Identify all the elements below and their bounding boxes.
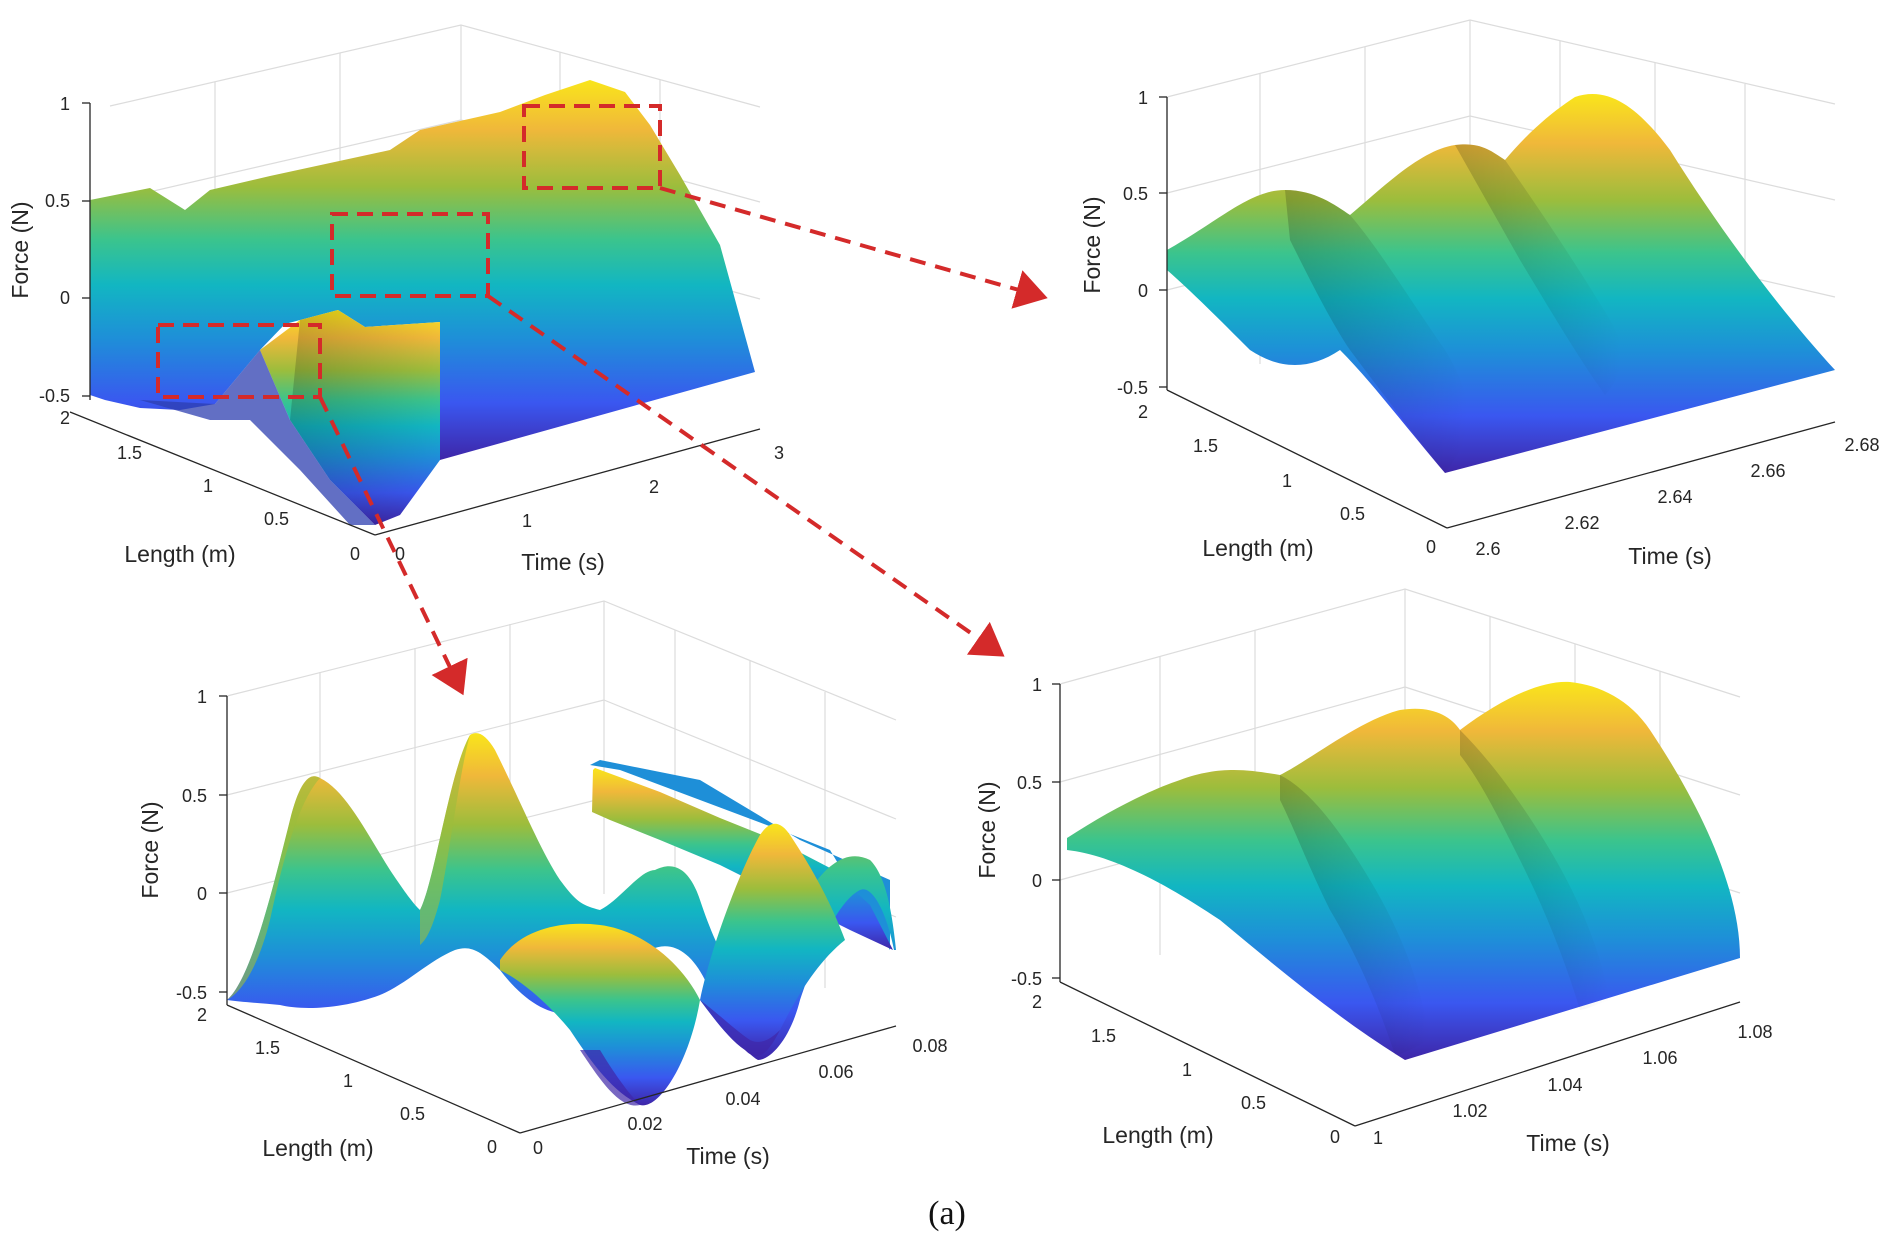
- x-tick: 3: [774, 443, 784, 463]
- x-tick: 2.62: [1564, 513, 1599, 533]
- x-tick: 1.06: [1642, 1048, 1677, 1068]
- surface-bottom-right: [1067, 681, 1740, 1060]
- surface-top-left: [90, 80, 755, 525]
- x-tick: 1.02: [1452, 1101, 1487, 1121]
- z-tick: 1: [197, 687, 207, 707]
- surface-top-right: [1167, 93, 1835, 474]
- z-axis-label: Force (N): [1079, 196, 1105, 293]
- y-axis-label: Length (m): [124, 541, 235, 567]
- y-tick: 0: [350, 544, 360, 564]
- x-tick: 0.04: [725, 1089, 760, 1109]
- y-tick: 0.5: [1340, 504, 1365, 524]
- axes-bottom-left: [219, 695, 897, 1134]
- y-tick: 1.5: [255, 1038, 280, 1058]
- y-tick: 2: [1138, 402, 1148, 422]
- x-tick: 1.04: [1547, 1075, 1582, 1095]
- zoom-box-middle: [330, 212, 490, 298]
- y-tick: 1.5: [1193, 436, 1218, 456]
- x-tick: 2.64: [1657, 487, 1692, 507]
- y-tick: 2: [60, 408, 70, 428]
- z-tick: -0.5: [1117, 378, 1148, 398]
- axes-bottom-right: [1052, 683, 1741, 1127]
- z-tick: 0.5: [1123, 184, 1148, 204]
- panel-bottom-left: 1 0.5 0 -0.5 2 1.5 1 0.5 0 0 0.02 0.04 0…: [137, 600, 948, 1169]
- z-tick: 0.5: [1017, 773, 1042, 793]
- y-tick: 0: [1426, 537, 1436, 557]
- x-tick: 2: [649, 477, 659, 497]
- z-tick: -0.5: [39, 386, 70, 406]
- x-tick: 0: [533, 1138, 543, 1158]
- zoom-arrow-early: [318, 396, 468, 696]
- zoom-box-early: [156, 323, 322, 399]
- x-axis-label: Time (s): [686, 1143, 769, 1169]
- z-tick: 0: [1138, 281, 1148, 301]
- y-tick: 1.5: [1091, 1026, 1116, 1046]
- z-axis-label: Force (N): [7, 201, 33, 298]
- panel-top-left: 1 0.5 0 -0.5 2 1.5 1 0.5 0 0 1 2 3 Force…: [7, 24, 784, 575]
- zoom-box-late: [522, 104, 662, 190]
- x-tick: 0.06: [818, 1062, 853, 1082]
- z-tick: 1: [60, 94, 70, 114]
- y-tick: 1.5: [117, 443, 142, 463]
- z-tick: 0: [197, 884, 207, 904]
- x-tick: 0.08: [912, 1036, 947, 1056]
- y-tick: 0: [487, 1137, 497, 1157]
- y-axis-label: Length (m): [262, 1135, 373, 1161]
- x-tick: 0.02: [627, 1114, 662, 1134]
- z-tick: 1: [1032, 675, 1042, 695]
- y-tick: 0: [1330, 1127, 1340, 1147]
- y-tick: 2: [197, 1005, 207, 1025]
- panel-top-right: 1 0.5 0 -0.5 2 1.5 1 0.5 0 2.6 2.62 2.64…: [1079, 19, 1880, 569]
- figure-caption: (a): [928, 1195, 966, 1232]
- y-tick: 1: [203, 476, 213, 496]
- z-axis-label: Force (N): [974, 781, 1000, 878]
- y-tick: 1: [1182, 1060, 1192, 1080]
- x-axis-label: Time (s): [1628, 543, 1711, 569]
- z-axis-label: Force (N): [137, 801, 163, 898]
- zoom-arrow-late: [659, 186, 1048, 309]
- x-tick: 1: [522, 511, 532, 531]
- z-tick: 0: [60, 288, 70, 308]
- x-axis-label: Time (s): [521, 549, 604, 575]
- x-axis-label: Time (s): [1526, 1130, 1609, 1156]
- y-tick: 0.5: [1241, 1093, 1266, 1113]
- y-tick: 1: [343, 1071, 353, 1091]
- z-tick: 0: [1032, 871, 1042, 891]
- x-tick: 2.6: [1475, 539, 1500, 559]
- y-tick: 0.5: [400, 1104, 425, 1124]
- z-tick: 0.5: [45, 191, 70, 211]
- z-tick: 1: [1138, 88, 1148, 108]
- z-tick: -0.5: [176, 983, 207, 1003]
- z-tick: 0.5: [182, 786, 207, 806]
- y-tick: 1: [1282, 471, 1292, 491]
- x-tick: 0: [395, 544, 405, 564]
- x-tick: 1: [1373, 1128, 1383, 1148]
- x-tick: 2.68: [1844, 435, 1879, 455]
- y-tick: 2: [1032, 992, 1042, 1012]
- axes-top-left: [69, 102, 761, 536]
- y-axis-label: Length (m): [1102, 1122, 1213, 1148]
- x-tick: 2.66: [1750, 461, 1785, 481]
- panel-bottom-right: 1 0.5 0 -0.5 2 1.5 1 0.5 0 1 1.02 1.04 1…: [974, 588, 1773, 1156]
- zoom-annotations: [156, 104, 1048, 696]
- y-tick: 0.5: [264, 509, 289, 529]
- y-axis-label: Length (m): [1202, 535, 1313, 561]
- axes-top-right: [1159, 96, 1836, 529]
- z-tick: -0.5: [1011, 969, 1042, 989]
- x-tick: 1.08: [1737, 1022, 1772, 1042]
- surface-bottom-left: [227, 733, 896, 1106]
